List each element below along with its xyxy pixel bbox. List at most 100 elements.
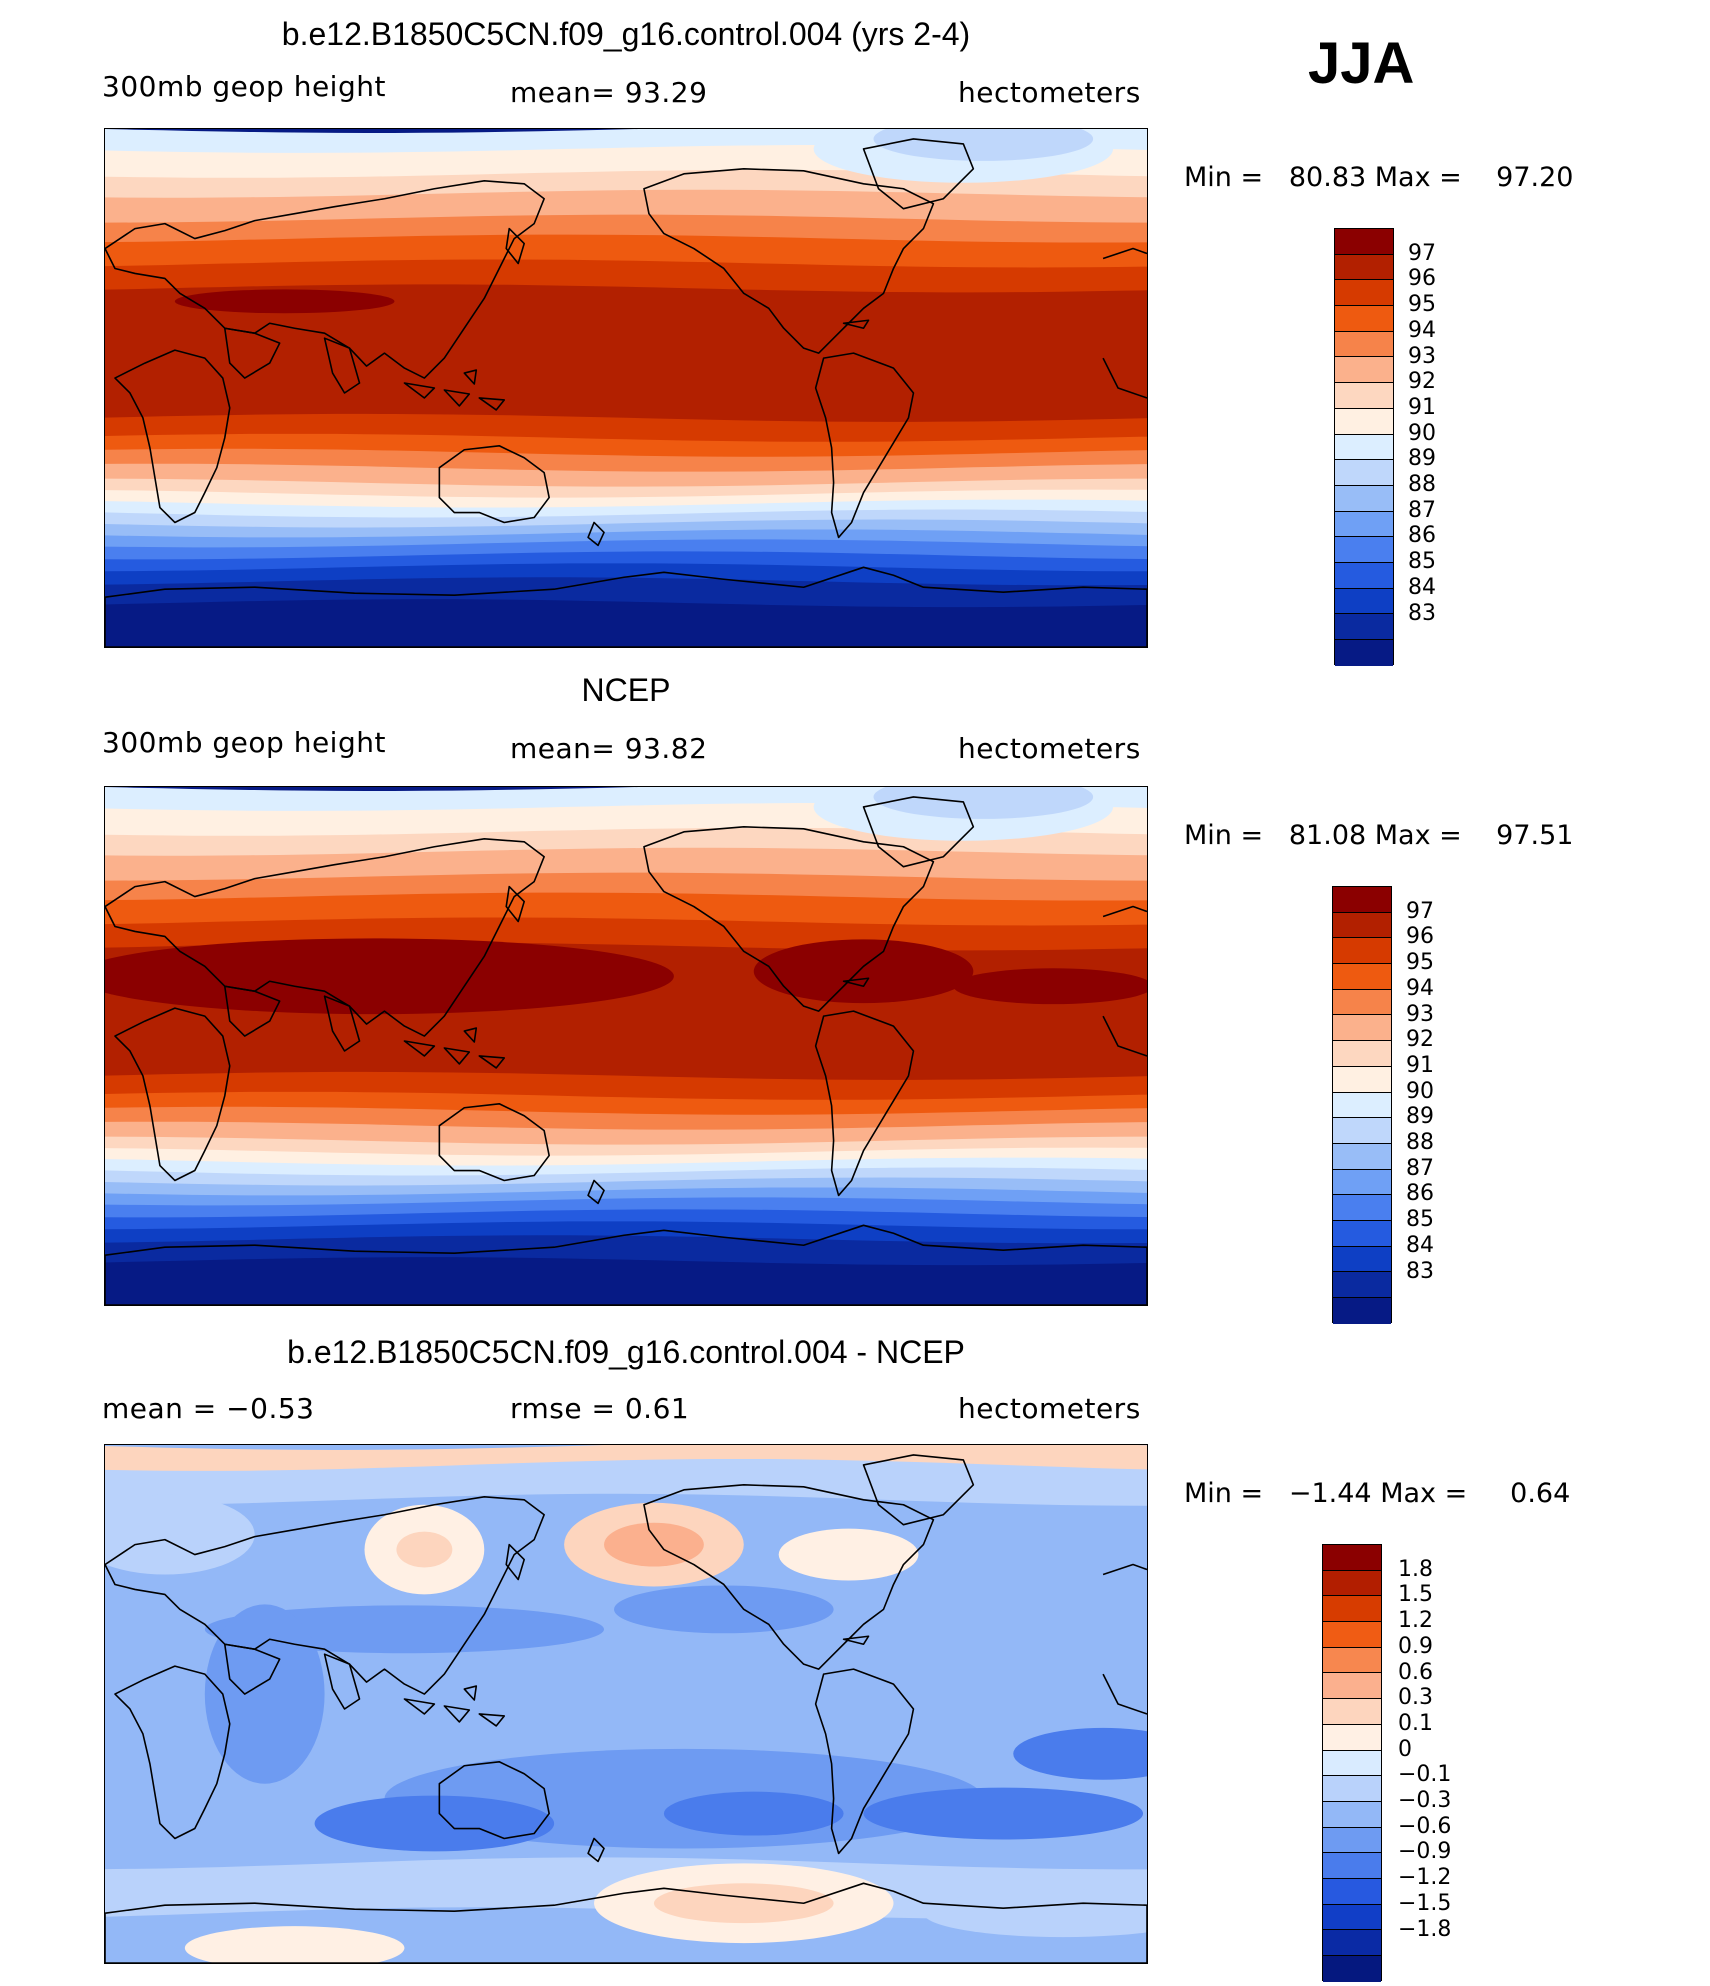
colorbar-swatch — [1333, 1015, 1391, 1042]
colorbar-swatch — [1323, 1801, 1381, 1828]
colorbar-swatch — [1333, 912, 1391, 939]
panel-1-mean-label: mean= 93.29 — [510, 76, 708, 109]
colorbar-tick-label: −0.6 — [1398, 1813, 1452, 1839]
colorbar-swatch — [1333, 1143, 1391, 1170]
colorbar-tick-label: 84 — [1406, 1232, 1434, 1258]
colorbar-tick-label: 1.8 — [1398, 1556, 1433, 1582]
colorbar-swatch — [1323, 1699, 1381, 1725]
colorbar-swatch — [1333, 1272, 1391, 1298]
colorbar-tick-label: 94 — [1406, 975, 1434, 1001]
colorbar-tick-label: 97 — [1408, 240, 1436, 266]
colorbar-bar — [1332, 886, 1392, 1324]
colorbar-swatch — [1323, 1750, 1381, 1777]
panel-2-units-label: hectometers — [958, 732, 1141, 765]
colorbar-tick-label: 95 — [1406, 950, 1434, 976]
colorbar-tick-label: 96 — [1408, 266, 1436, 292]
panel-2-variable-label: 300mb geop height — [102, 726, 386, 759]
colorbar-tick-label: 0.3 — [1398, 1685, 1433, 1711]
colorbar-swatch — [1333, 989, 1391, 1016]
colorbar-swatch — [1323, 1647, 1381, 1674]
panel-1-minmax: Min = 80.83 Max = 97.20 — [1184, 162, 1574, 193]
colorbar-tick-label: −1.2 — [1398, 1865, 1452, 1891]
colorbar-tick-label: 85 — [1406, 1207, 1434, 1233]
colorbar-swatch — [1333, 1298, 1391, 1324]
colorbar-tick-label: 91 — [1408, 394, 1436, 420]
colorbar-swatch — [1333, 964, 1391, 990]
colorbar-swatch — [1333, 1246, 1391, 1273]
colorbar-tick-label: 96 — [1406, 924, 1434, 950]
panel-1-map — [104, 128, 1148, 648]
colorbar-tick-label: 94 — [1408, 317, 1436, 343]
colorbar-swatch — [1335, 383, 1393, 409]
colorbar-swatch — [1323, 1570, 1381, 1597]
colorbar-swatch — [1323, 1827, 1381, 1854]
panel-1-variable-label: 300mb geop height — [102, 70, 386, 103]
colorbar-swatch — [1323, 1930, 1381, 1956]
panel-3-units-label: hectometers — [958, 1392, 1141, 1425]
colorbar-bar — [1334, 228, 1394, 666]
colorbar-tick-label: 88 — [1406, 1130, 1434, 1155]
colorbar-swatch — [1333, 1169, 1391, 1196]
colorbar-swatch — [1335, 588, 1393, 615]
colorbar-swatch — [1333, 887, 1391, 913]
colorbar-swatch — [1335, 562, 1393, 589]
colorbar-swatch — [1335, 434, 1393, 461]
colorbar-swatch — [1323, 1956, 1381, 1982]
colorbar-tick-label: 86 — [1408, 523, 1436, 549]
colorbar-tick-label: −0.1 — [1398, 1762, 1452, 1788]
colorbar-tick-label: 83 — [1408, 600, 1436, 626]
colorbar-tick-label: −0.3 — [1398, 1788, 1452, 1813]
colorbar-swatch — [1335, 640, 1393, 666]
colorbar-tick-label: 91 — [1406, 1052, 1434, 1078]
colorbar-tick-label: 92 — [1408, 369, 1436, 395]
panel-1-units-label: hectometers — [958, 76, 1141, 109]
colorbar-tick-label: 93 — [1406, 1001, 1434, 1027]
colorbar-swatch — [1335, 229, 1393, 255]
colorbar-tick-label: 93 — [1408, 343, 1436, 369]
colorbar-swatch — [1335, 485, 1393, 512]
colorbar-swatch — [1333, 1195, 1391, 1221]
colorbar-tick-label: 1.5 — [1398, 1582, 1433, 1608]
colorbar-swatch — [1333, 1220, 1391, 1247]
colorbar-tick-label: 0.1 — [1398, 1710, 1433, 1736]
colorbar-tick-label: −0.9 — [1398, 1839, 1452, 1865]
season-label: JJA — [1308, 31, 1415, 96]
colorbar-tick-label: 90 — [1408, 420, 1436, 446]
colorbar-tick-label: 88 — [1408, 472, 1436, 497]
colorbar-tick-label: 0.9 — [1398, 1633, 1433, 1659]
colorbar-swatch — [1335, 306, 1393, 332]
colorbar-swatch — [1323, 1673, 1381, 1700]
colorbar-tick-label: 87 — [1408, 497, 1436, 523]
colorbar-swatch — [1333, 938, 1391, 965]
panel-1-title: b.e12.B1850C5CN.f09_g16.control.004 (yrs… — [281, 16, 971, 52]
panel-2-mean-label: mean= 93.82 — [510, 732, 708, 765]
colorbar-tick-label: −1.8 — [1398, 1916, 1452, 1942]
colorbar-tick-label: 86 — [1406, 1181, 1434, 1207]
colorbar-tick-label: 85 — [1408, 549, 1436, 575]
panel-3-map — [104, 1444, 1148, 1964]
panel-3-rmse-label: rmse = 0.61 — [510, 1392, 690, 1425]
colorbar-swatch — [1323, 1904, 1381, 1931]
panel-1-contour-plot — [105, 129, 1147, 647]
colorbar-swatch — [1335, 511, 1393, 538]
panel-2-contour-plot — [105, 787, 1147, 1305]
colorbar-tick-label: −1.5 — [1398, 1890, 1452, 1916]
colorbar-swatch — [1333, 1092, 1391, 1119]
panel-3-title: b.e12.B1850C5CN.f09_g16.control.004 - NC… — [287, 1334, 965, 1370]
colorbar-tick-label: 89 — [1406, 1104, 1434, 1130]
colorbar-tick-label: 97 — [1406, 898, 1434, 924]
colorbar-swatch — [1323, 1878, 1381, 1905]
colorbar-swatch — [1323, 1776, 1381, 1802]
colorbar-tick-label: 95 — [1408, 292, 1436, 318]
panel-3-minmax: Min = −1.44 Max = 0.64 — [1184, 1478, 1571, 1509]
panel-2-map — [104, 786, 1148, 1306]
colorbar-swatch — [1335, 408, 1393, 435]
colorbar-tick-label: 1.2 — [1398, 1608, 1433, 1634]
colorbar-swatch — [1335, 254, 1393, 281]
colorbar-swatch — [1323, 1622, 1381, 1648]
colorbar-swatch — [1333, 1118, 1391, 1144]
colorbar-tick-label: 90 — [1406, 1078, 1434, 1104]
colorbar-swatch — [1323, 1853, 1381, 1879]
colorbar-swatch — [1335, 460, 1393, 486]
colorbar-swatch — [1323, 1596, 1381, 1623]
